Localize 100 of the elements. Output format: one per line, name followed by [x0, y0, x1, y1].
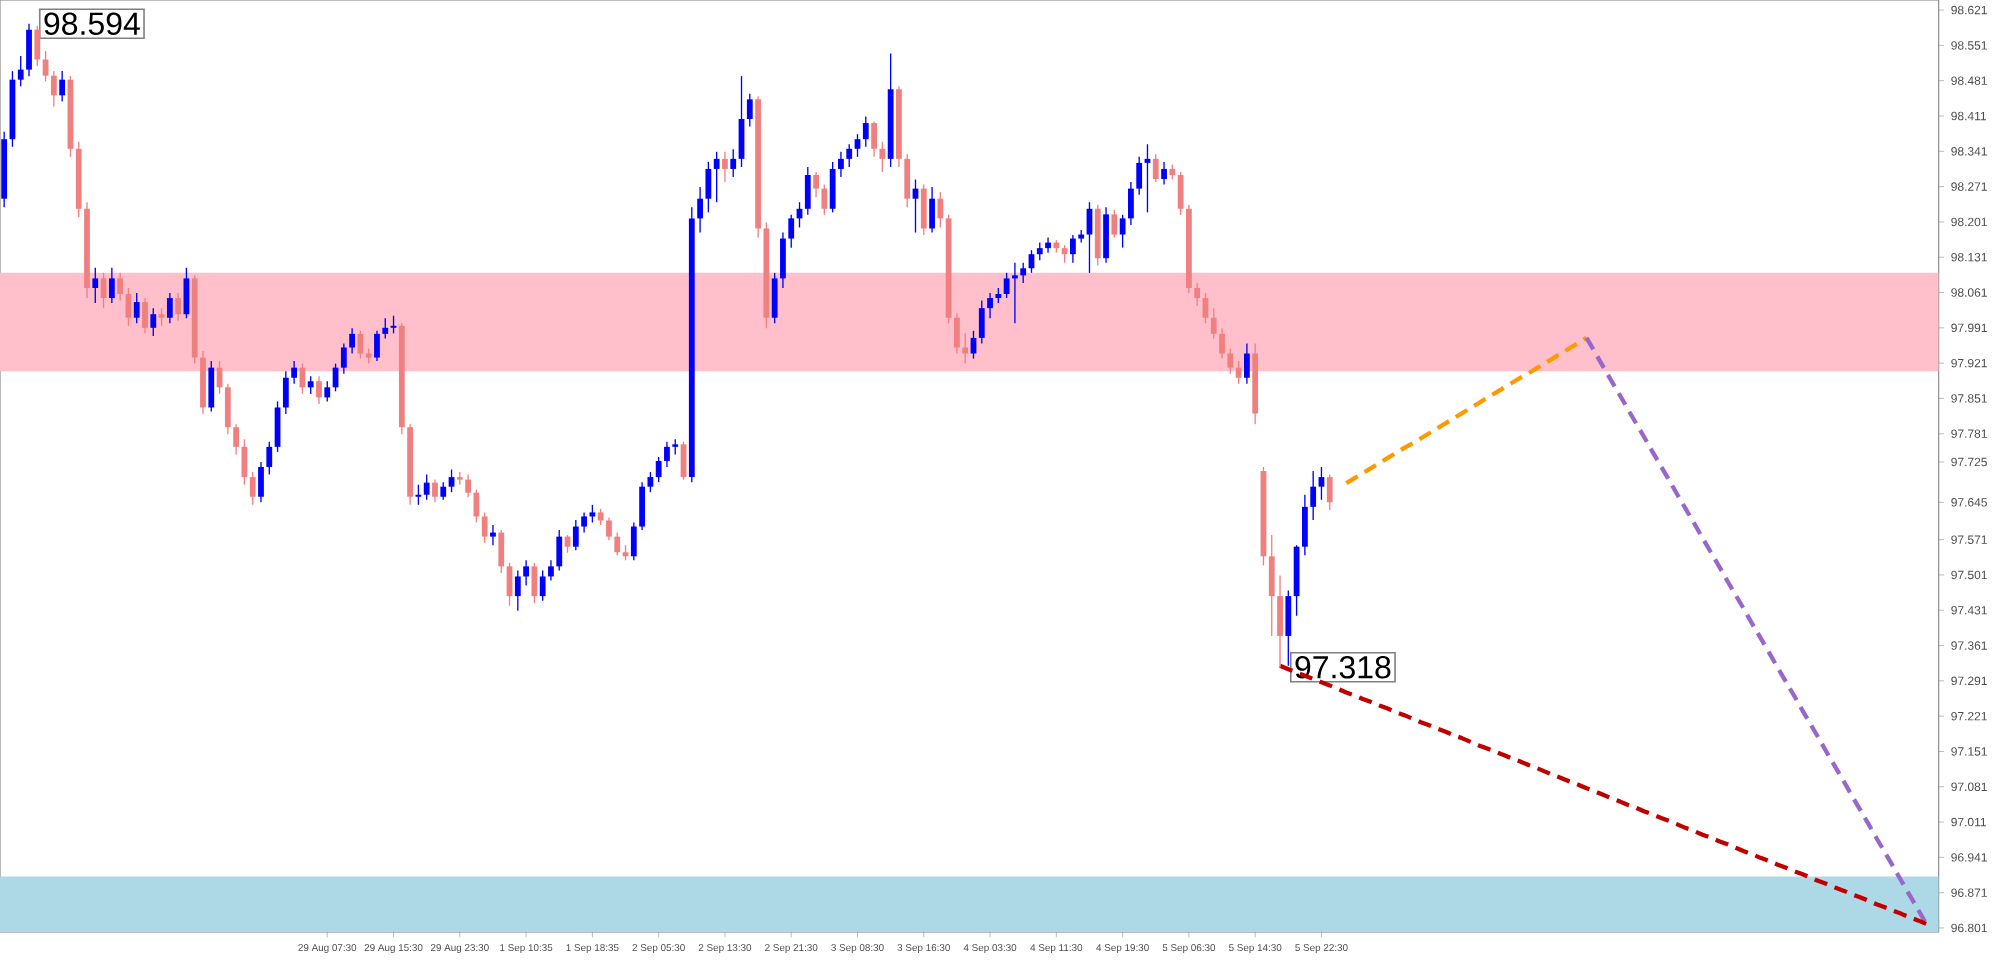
candlestick: [548, 559, 554, 582]
candlestick: [26, 23, 32, 77]
candlestick: [630, 521, 637, 561]
candlestick: [224, 383, 231, 435]
candlestick: [514, 569, 521, 612]
candlestick: [1161, 161, 1167, 186]
candlestick: [647, 471, 654, 493]
candlestick: [838, 151, 844, 178]
candlestick: [1070, 234, 1076, 264]
candlestick: [1020, 262, 1027, 284]
candlestick: [730, 148, 737, 178]
candlestick: [572, 519, 579, 551]
candlestick: [1111, 209, 1118, 239]
candlestick: [1301, 494, 1308, 556]
candlestick: [1152, 153, 1159, 183]
candlestick: [92, 267, 99, 304]
annotation: 98.594: [44, 12, 140, 36]
candlestick: [614, 531, 621, 556]
candlestick: [929, 186, 935, 234]
candlestick: [829, 161, 836, 213]
candlestick: [954, 312, 960, 355]
candlestick: [1003, 272, 1010, 299]
candlestick: [531, 562, 538, 604]
candlestick: [34, 25, 41, 67]
candlestick: [962, 332, 969, 365]
candlestick: [862, 115, 869, 148]
candlestick: [987, 292, 993, 319]
candlestick: [208, 360, 215, 413]
candlestick: [473, 489, 480, 524]
candlestick: [166, 292, 173, 324]
candlestick: [374, 330, 380, 362]
candlestick: [581, 511, 587, 534]
candlestick: [1277, 574, 1283, 668]
candlestick: [1268, 534, 1275, 637]
candlestick: [771, 272, 778, 324]
candlestick: [1045, 236, 1051, 254]
candlestick: [1227, 347, 1234, 375]
candlestick: [904, 153, 911, 208]
candlestick: [423, 473, 430, 501]
annotation: 97.318: [1295, 655, 1391, 679]
candlestick: [150, 307, 157, 337]
candlestick: [108, 267, 115, 304]
candlestick: [490, 524, 496, 546]
candlestick: [142, 297, 148, 335]
candlestick: [697, 186, 703, 234]
candlestick: [1243, 342, 1250, 385]
candlestick: [382, 317, 389, 340]
candlestick: [920, 183, 927, 236]
candlestick: [1235, 360, 1242, 385]
candlestick: [937, 191, 944, 229]
candlestick: [1128, 181, 1134, 226]
candlestick: [606, 516, 612, 541]
candlestick: [1310, 470, 1317, 521]
candlestick: [1326, 473, 1333, 511]
candlestick: [340, 342, 347, 375]
candlestick: [523, 559, 529, 587]
candlestick: [664, 441, 670, 468]
candlestick: [432, 478, 438, 503]
candlestick: [1136, 156, 1143, 196]
candlestick: [821, 183, 828, 216]
candlestick: [258, 461, 264, 503]
candlestick: [1210, 307, 1217, 340]
candlestick: [556, 529, 563, 572]
candlestick: [788, 214, 795, 249]
candlestick: [746, 93, 753, 128]
candlestick: [133, 292, 140, 324]
candlestick: [50, 70, 57, 108]
candlestick: [249, 471, 256, 506]
candlestick: [175, 292, 182, 322]
candlestick: [1219, 327, 1225, 360]
candlestick: [804, 166, 811, 216]
candlestick: [722, 151, 728, 183]
candlestick: [59, 70, 66, 103]
candlestick: [498, 529, 505, 574]
candlestick: [1119, 214, 1126, 249]
candlestick: [1177, 171, 1184, 216]
candlestick: [871, 120, 877, 158]
candlestick: [465, 473, 471, 498]
candlestick: [117, 272, 124, 302]
candlestick: [1103, 206, 1109, 264]
candlestick: [349, 327, 356, 355]
candlestick: [655, 456, 662, 483]
candlestick: [978, 299, 985, 345]
candlestick: [233, 423, 240, 456]
candlestick: [1012, 262, 1018, 324]
candlestick: [713, 151, 720, 203]
candlestick: [1194, 282, 1201, 307]
candlestick: [266, 441, 273, 476]
candlestick: [813, 171, 819, 198]
candlestick: [780, 231, 786, 289]
candlestick: [17, 55, 24, 87]
candlestick: [282, 370, 289, 415]
candlestick: [324, 380, 331, 403]
candlestick: [291, 360, 298, 385]
candlestick: [705, 161, 712, 213]
candlestick: [846, 143, 853, 168]
candlestick: [1285, 589, 1292, 667]
candlestick: [481, 511, 488, 544]
candlestick: [415, 483, 422, 506]
candlestick: [639, 481, 645, 531]
